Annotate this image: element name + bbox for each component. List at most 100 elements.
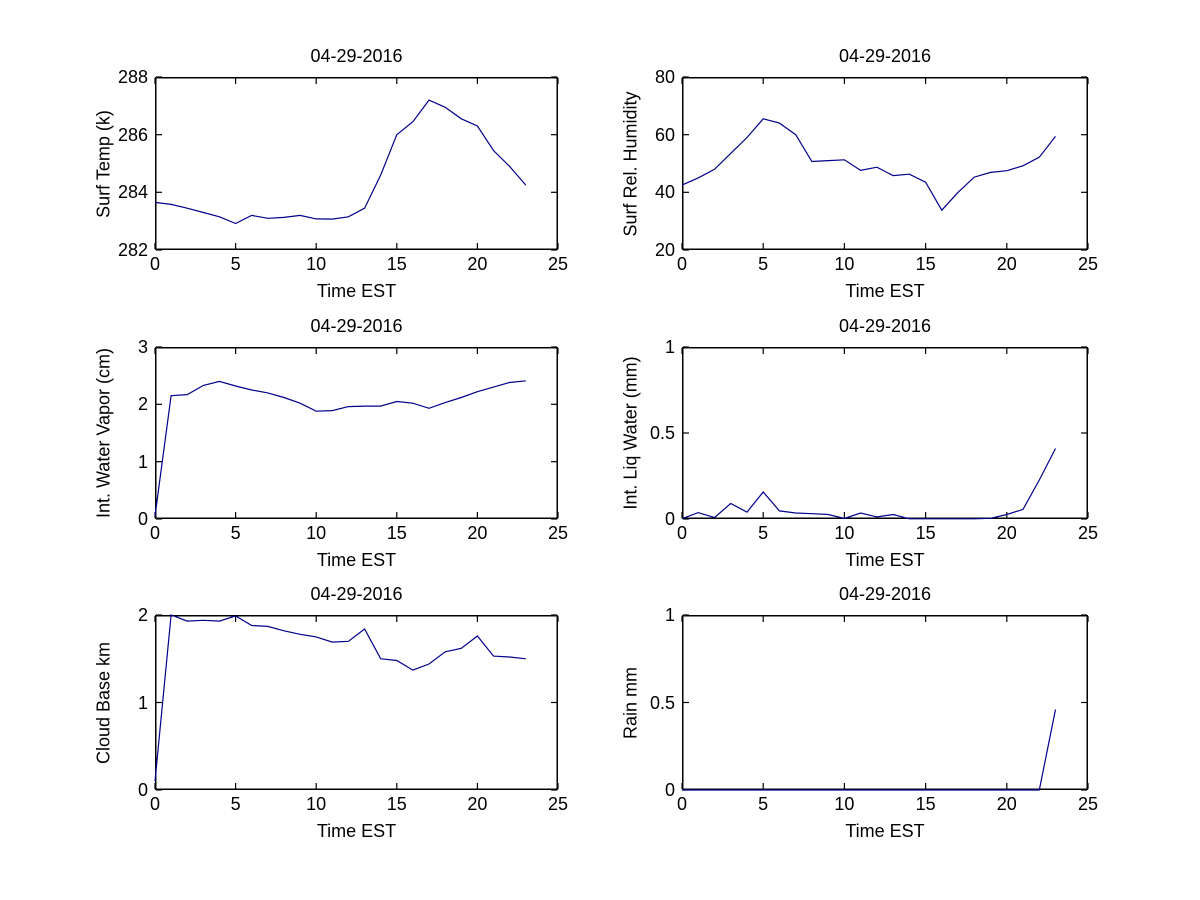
- y-axis-label: Surf Temp (k): [93, 109, 114, 218]
- y-axis-label: Surf Rel. Humidity: [620, 90, 641, 237]
- x-tick-label: 25: [547, 523, 569, 543]
- plot-area: [681, 614, 1089, 791]
- axes-box: [682, 615, 1088, 790]
- x-axis-label: Time EST: [316, 821, 397, 841]
- x-tick-label: 10: [306, 523, 327, 543]
- x-tick-label: 20: [996, 794, 1017, 814]
- y-tick-label: 1: [137, 451, 148, 472]
- y-axis-label: Int. Water Vapor (cm): [93, 347, 114, 519]
- y-tick-label: 282: [117, 240, 148, 260]
- y-tick-label: 2: [137, 605, 148, 625]
- y-tick-label: 1: [137, 692, 148, 713]
- x-tick-label: 25: [547, 254, 569, 274]
- y-tick-label: 2: [137, 394, 148, 415]
- data-line: [681, 448, 1057, 520]
- x-axis-label: Time EST: [845, 550, 925, 570]
- x-tick-label: 20: [467, 523, 488, 543]
- axes-box: [155, 77, 558, 250]
- plot-title: 04-29-2016: [310, 46, 403, 66]
- x-tick-label: 15: [915, 254, 936, 274]
- subplot-water-vapor: 04-29-2016 Int. Water Vapor (cm) Time ES…: [94, 316, 569, 570]
- subplot-rel-humidity: 04-29-2016 Surf Rel. Humidity Time EST 0…: [621, 46, 1099, 301]
- x-tick-label: 25: [1077, 254, 1099, 274]
- x-tick-label: 0: [676, 523, 687, 543]
- x-tick-label: 10: [834, 794, 855, 814]
- x-tick-label: 5: [230, 523, 241, 543]
- subplot-rain: 04-29-2016 Rain mm Time EST 0 5 10 15 20 25 0 0…: [621, 584, 1099, 841]
- plot-title: 04-29-2016: [310, 316, 403, 336]
- data-line: [681, 118, 1056, 212]
- y-axis-label: Cloud Base km: [93, 641, 114, 764]
- y-tick-label: 60: [654, 124, 675, 145]
- data-line: [154, 614, 526, 782]
- plot-title: 04-29-2016: [310, 584, 403, 604]
- data-line: [682, 709, 1057, 791]
- x-tick-label: 15: [386, 794, 407, 814]
- x-tick-label: 10: [834, 254, 855, 274]
- x-tick-label: 0: [149, 254, 160, 274]
- plot-title: 04-29-2016: [838, 316, 932, 336]
- x-axis-label: Time EST: [845, 281, 925, 301]
- x-tick-label: 5: [758, 523, 769, 543]
- plot-area: [154, 346, 559, 520]
- y-tick-label: 0: [137, 780, 148, 800]
- y-tick-label: 20: [654, 240, 675, 260]
- y-tick-label: 284: [117, 182, 148, 203]
- y-axis-label: Int. Liq Water (mm): [620, 356, 641, 510]
- x-tick-label: 5: [230, 794, 241, 814]
- y-tick-label: 1: [664, 337, 675, 357]
- x-tick-label: 10: [306, 794, 327, 814]
- axes-box: [682, 347, 1088, 519]
- y-tick-label: 0.5: [649, 692, 675, 713]
- x-tick-label: 20: [996, 254, 1017, 274]
- x-tick-label: 5: [758, 254, 769, 274]
- x-tick-label: 20: [467, 254, 488, 274]
- y-tick-label: 80: [654, 67, 675, 87]
- x-tick-label: 25: [1077, 523, 1099, 543]
- x-tick-label: 25: [1077, 794, 1099, 814]
- data-line: [154, 99, 527, 225]
- x-tick-label: 15: [915, 794, 936, 814]
- y-tick-label: 0: [664, 509, 675, 529]
- subplot-surf-temp: 04-29-2016 Surf Temp (k) Time EST 0 5 10 15…: [94, 46, 569, 301]
- x-tick-label: 5: [758, 794, 769, 814]
- x-tick-label: 10: [834, 523, 855, 543]
- x-tick-label: 5: [230, 254, 241, 274]
- x-tick-label: 10: [306, 254, 327, 274]
- plot-area: [681, 346, 1089, 520]
- x-axis-label: Time EST: [845, 821, 925, 841]
- plot-area: [154, 76, 559, 251]
- y-tick-label: 286: [117, 124, 148, 145]
- subplot-liq-water: 04-29-2016 Int. Liq Water (mm) Time EST …: [621, 316, 1099, 570]
- x-tick-label: 15: [386, 254, 407, 274]
- x-tick-label: 25: [547, 794, 569, 814]
- plot-title: 04-29-2016: [838, 584, 932, 604]
- x-tick-label: 20: [996, 523, 1017, 543]
- y-axis-label: Rain mm: [620, 666, 641, 739]
- x-tick-label: 0: [676, 254, 687, 274]
- data-line: [154, 380, 526, 517]
- x-tick-label: 15: [386, 523, 407, 543]
- y-tick-label: 3: [137, 337, 148, 357]
- y-tick-label: 288: [117, 67, 148, 87]
- y-tick-label: 0: [664, 780, 675, 800]
- axes-box: [682, 77, 1088, 250]
- axes-box: [155, 615, 558, 790]
- x-tick-label: 20: [467, 794, 488, 814]
- subplot-cloud-base: 04-29-2016 Cloud Base km Time EST 0 5 10 15…: [94, 584, 569, 841]
- y-tick-label: 40: [654, 182, 675, 203]
- x-tick-label: 0: [676, 794, 687, 814]
- axes-box: [155, 347, 558, 519]
- x-tick-label: 0: [149, 523, 160, 543]
- x-axis-label: Time EST: [316, 281, 397, 301]
- y-tick-label: 1: [664, 605, 675, 625]
- plot-area: [154, 614, 559, 791]
- x-axis-label: Time EST: [316, 550, 397, 570]
- x-tick-label: 0: [149, 794, 160, 814]
- plot-title: 04-29-2016: [838, 46, 932, 66]
- y-tick-label: 0.5: [649, 423, 675, 443]
- x-tick-label: 15: [915, 523, 936, 543]
- plot-area: [681, 76, 1089, 251]
- y-tick-label: 0: [137, 509, 148, 529]
